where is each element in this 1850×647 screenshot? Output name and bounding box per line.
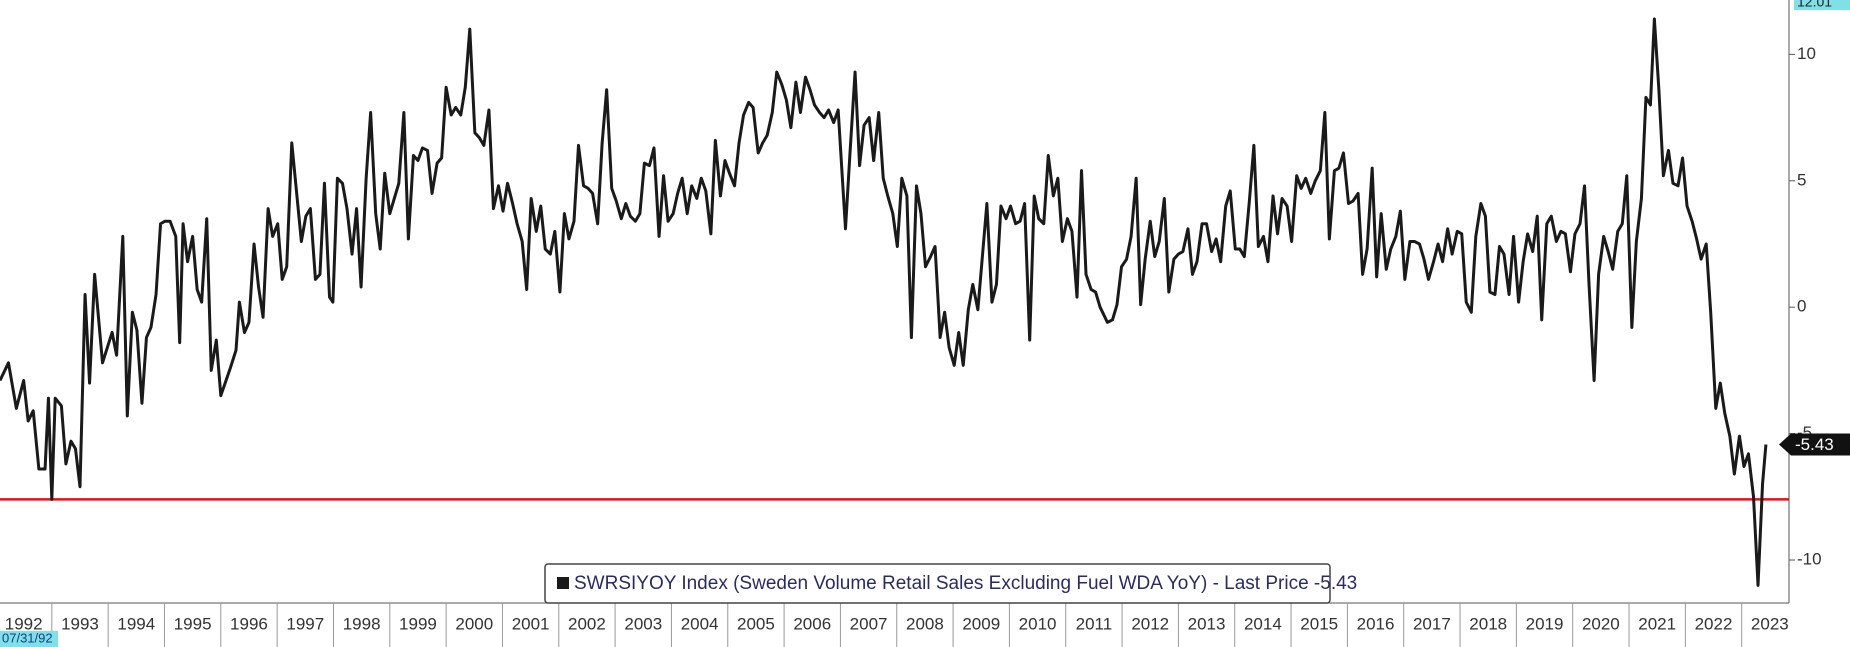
x-tick-label: 1999 — [399, 614, 437, 633]
x-tick-label: 1996 — [230, 614, 268, 633]
x-tick-label: 2020 — [1582, 614, 1620, 633]
y-tick-label: -10 — [1797, 550, 1822, 569]
x-tick-label: 2017 — [1413, 614, 1451, 633]
x-tick-label: 2000 — [455, 614, 493, 633]
x-tick-label: 2005 — [737, 614, 775, 633]
x-tick-label: 2016 — [1357, 614, 1395, 633]
y-tick-label: 5 — [1797, 170, 1806, 189]
y-tick-label: 10 — [1797, 44, 1816, 63]
x-tick-label: 2012 — [1131, 614, 1169, 633]
legend-box — [544, 563, 1331, 604]
x-tick-label: 1998 — [343, 614, 381, 633]
x-tick-label: 2022 — [1695, 614, 1733, 633]
start-date-box — [0, 631, 58, 647]
x-tick-label: 2006 — [793, 614, 831, 633]
y-tick-label: 0 — [1797, 297, 1806, 316]
x-tick-label: 2007 — [850, 614, 888, 633]
x-tick-label: 2011 — [1076, 614, 1113, 633]
x-tick-label: 1995 — [174, 614, 212, 633]
x-tick-label: 2015 — [1300, 614, 1338, 633]
x-tick-label: 2002 — [568, 614, 606, 633]
x-tick-label: 2021 — [1638, 614, 1676, 633]
x-tick-label: 2004 — [681, 614, 719, 633]
x-tick-label: 1994 — [117, 614, 155, 633]
top-label-box — [1794, 0, 1850, 10]
x-tick-label: 2001 — [512, 614, 550, 633]
x-tick-label: 2018 — [1469, 614, 1507, 633]
x-tick-label: 1992 — [5, 614, 43, 633]
x-tick-label: 2003 — [624, 614, 662, 633]
x-tick-label: 2010 — [1019, 614, 1057, 633]
legend-swatch — [557, 577, 569, 589]
last-value-tag — [1779, 433, 1850, 456]
top-label: 12.01 — [1797, 0, 1832, 10]
x-tick-label: 2008 — [906, 614, 944, 633]
x-tick-label: 2023 — [1751, 614, 1789, 633]
start-date-label: 07/31/92 — [2, 630, 53, 645]
series-line — [0, 17, 1768, 587]
x-tick-label: 2013 — [1188, 614, 1226, 633]
x-tick-label: 1997 — [286, 614, 324, 633]
x-tick-label: 2014 — [1244, 614, 1282, 633]
x-tick-label: 2019 — [1526, 614, 1564, 633]
legend-text: SWRSIYOY Index (Sweden Volume Retail Sal… — [574, 573, 1357, 594]
x-tick-label: 2009 — [962, 614, 1000, 633]
x-tick-label: 1993 — [61, 614, 99, 633]
last-value-label: -5.43 — [1795, 435, 1834, 454]
